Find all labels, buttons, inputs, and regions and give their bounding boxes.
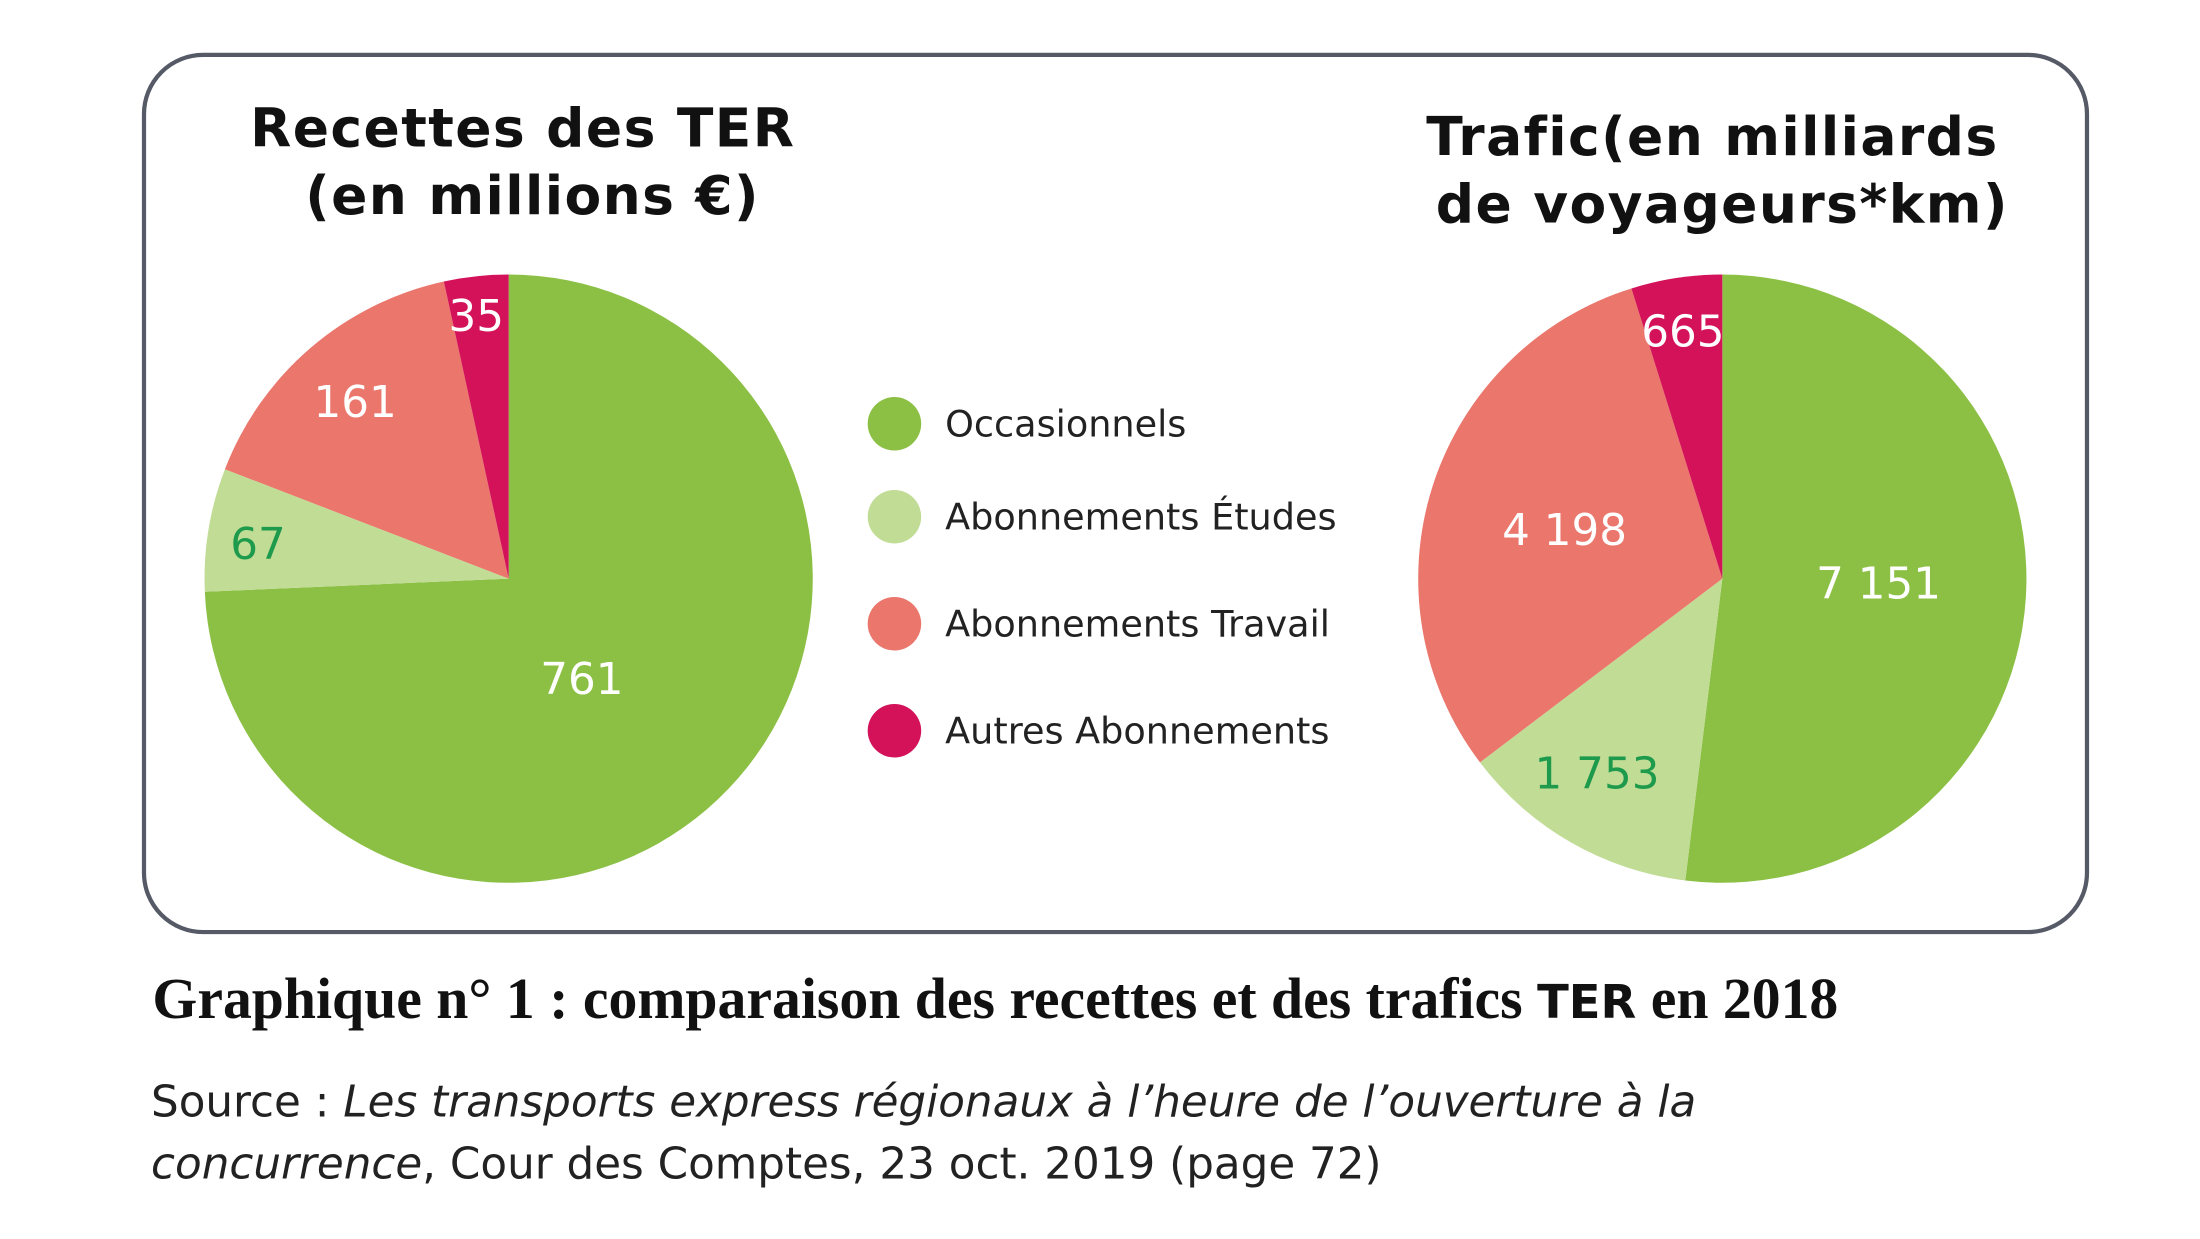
caption-part1: Graphique n° 1 : comparaison des recette…: [152, 968, 1537, 1031]
pie-recettes: [204, 274, 813, 883]
right-chart-title-line2: de voyageurs*km): [1436, 172, 2009, 235]
legend-label-occasionnels: Occasionnels: [945, 402, 1186, 445]
pie-slice-travail: [224, 281, 509, 579]
left-chart-title-line2: (en millions €): [305, 164, 760, 227]
data-label-trafic-autres: 665: [1641, 306, 1724, 357]
legend: Occasionnels Abonnements Études Abonneme…: [867, 397, 1337, 758]
pie-slice-etudes: [204, 469, 509, 592]
legend-swatch-travail: [867, 596, 922, 651]
source-line2: concurrence, Cour des Comptes, 23 oct. 2…: [151, 1138, 1382, 1189]
data-label-recettes-travail: 161: [314, 377, 397, 428]
pie-slice-occasionnels: [204, 274, 813, 883]
legend-label-travail: Abonnements Travail: [945, 602, 1330, 645]
legend-swatch-autres: [867, 703, 922, 758]
pie-slice-occasionnels: [1685, 274, 2027, 883]
legend-label-autres: Autres Abonnements: [945, 709, 1329, 752]
data-label-trafic-etudes: 1 753: [1535, 748, 1660, 799]
right-chart-title-line1: Trafic(en milliards: [1426, 105, 1998, 168]
data-label-recettes-occasionnels: 761: [540, 654, 623, 705]
caption-ter: TER: [1537, 975, 1636, 1029]
legend-label-etudes: Abonnements Études: [945, 494, 1336, 538]
left-chart-title-line1: Recettes des TER: [250, 96, 795, 159]
source-prefix: Source :: [151, 1077, 343, 1128]
pie-slice-travail: [1418, 288, 1723, 763]
data-label-recettes-autres: 35: [449, 291, 505, 342]
legend-swatch-etudes: [867, 489, 922, 544]
pie-slice-etudes: [1479, 578, 1723, 881]
figure-caption: Graphique n° 1 : comparaison des recette…: [152, 968, 1838, 1031]
source-title-2: concurrence: [151, 1138, 422, 1189]
pie-slice-autres: [1631, 274, 1723, 579]
data-label-trafic-travail: 4 198: [1502, 505, 1627, 556]
source-line1: Source : Les transports express régionau…: [151, 1077, 1696, 1128]
source-title-1: Les transports express régionaux à l’heu…: [343, 1077, 1696, 1128]
data-label-recettes-etudes: 67: [230, 519, 286, 570]
legend-swatch-occasionnels: [867, 397, 922, 451]
pie-trafic: [1418, 274, 2027, 883]
caption-part2: en 2018: [1636, 968, 1838, 1031]
source-rest: , Cour des Comptes, 23 oct. 2019 (page 7…: [422, 1138, 1381, 1189]
data-label-trafic-occasionnels: 7 151: [1816, 558, 1941, 609]
pie-slice-autres: [443, 274, 509, 579]
